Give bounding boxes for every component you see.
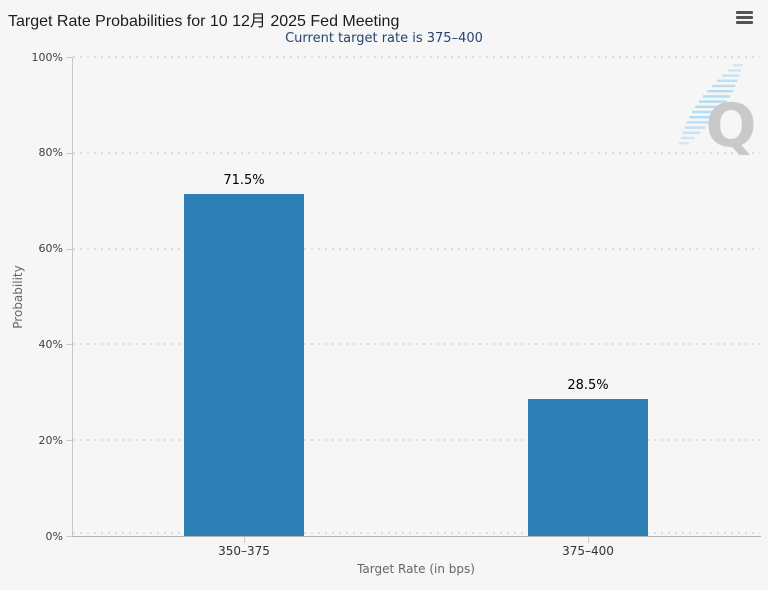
probability-bar[interactable] <box>528 399 648 536</box>
y-axis-tick-label: 40% <box>38 337 63 351</box>
x-axis-category-label: 350–375 <box>218 544 270 558</box>
watermark-swoosh-icon <box>679 64 743 145</box>
y-axis-title: Probability <box>11 265 25 329</box>
y-axis-tick <box>66 536 72 537</box>
bar-value-label: 28.5% <box>567 378 609 394</box>
y-axis-tick-label: 0% <box>45 529 63 543</box>
quikstrike-watermark-logo: Q <box>679 64 757 155</box>
hamburger-bar <box>736 21 753 24</box>
y-axis-tick-label: 80% <box>38 146 63 160</box>
hamburger-bar <box>736 11 753 14</box>
y-axis-tick-label: 20% <box>38 433 63 447</box>
y-axis-tick-label: 100% <box>31 50 63 64</box>
x-axis-line <box>72 536 761 537</box>
gridline <box>73 151 760 154</box>
gridline <box>73 247 760 250</box>
probability-bar[interactable] <box>184 193 304 536</box>
y-axis-tick <box>66 440 72 442</box>
y-axis-line <box>72 57 73 536</box>
x-axis-category-label: 375–400 <box>562 544 614 558</box>
y-axis-tick <box>66 248 72 250</box>
x-axis-tick <box>588 537 589 543</box>
y-axis-tick <box>66 152 72 154</box>
y-axis-tick <box>66 344 72 346</box>
gridline <box>73 532 760 534</box>
y-axis-tick <box>66 57 72 58</box>
gridline <box>73 343 760 346</box>
chart-subtitle: Current target rate is 375–400 <box>285 31 483 46</box>
chart-title: Target Rate Probabilities for 10 12月 202… <box>8 13 400 30</box>
gridline <box>73 56 760 58</box>
x-axis-title: Target Rate (in bps) <box>357 562 475 576</box>
hamburger-bar <box>736 16 753 19</box>
gridline <box>73 439 760 442</box>
watermark-q-letter: Q <box>705 91 756 155</box>
y-axis-tick-label: 60% <box>38 242 63 256</box>
x-axis-tick <box>244 537 245 543</box>
bar-value-label: 71.5% <box>223 172 265 188</box>
hamburger-menu-icon[interactable] <box>736 11 753 24</box>
